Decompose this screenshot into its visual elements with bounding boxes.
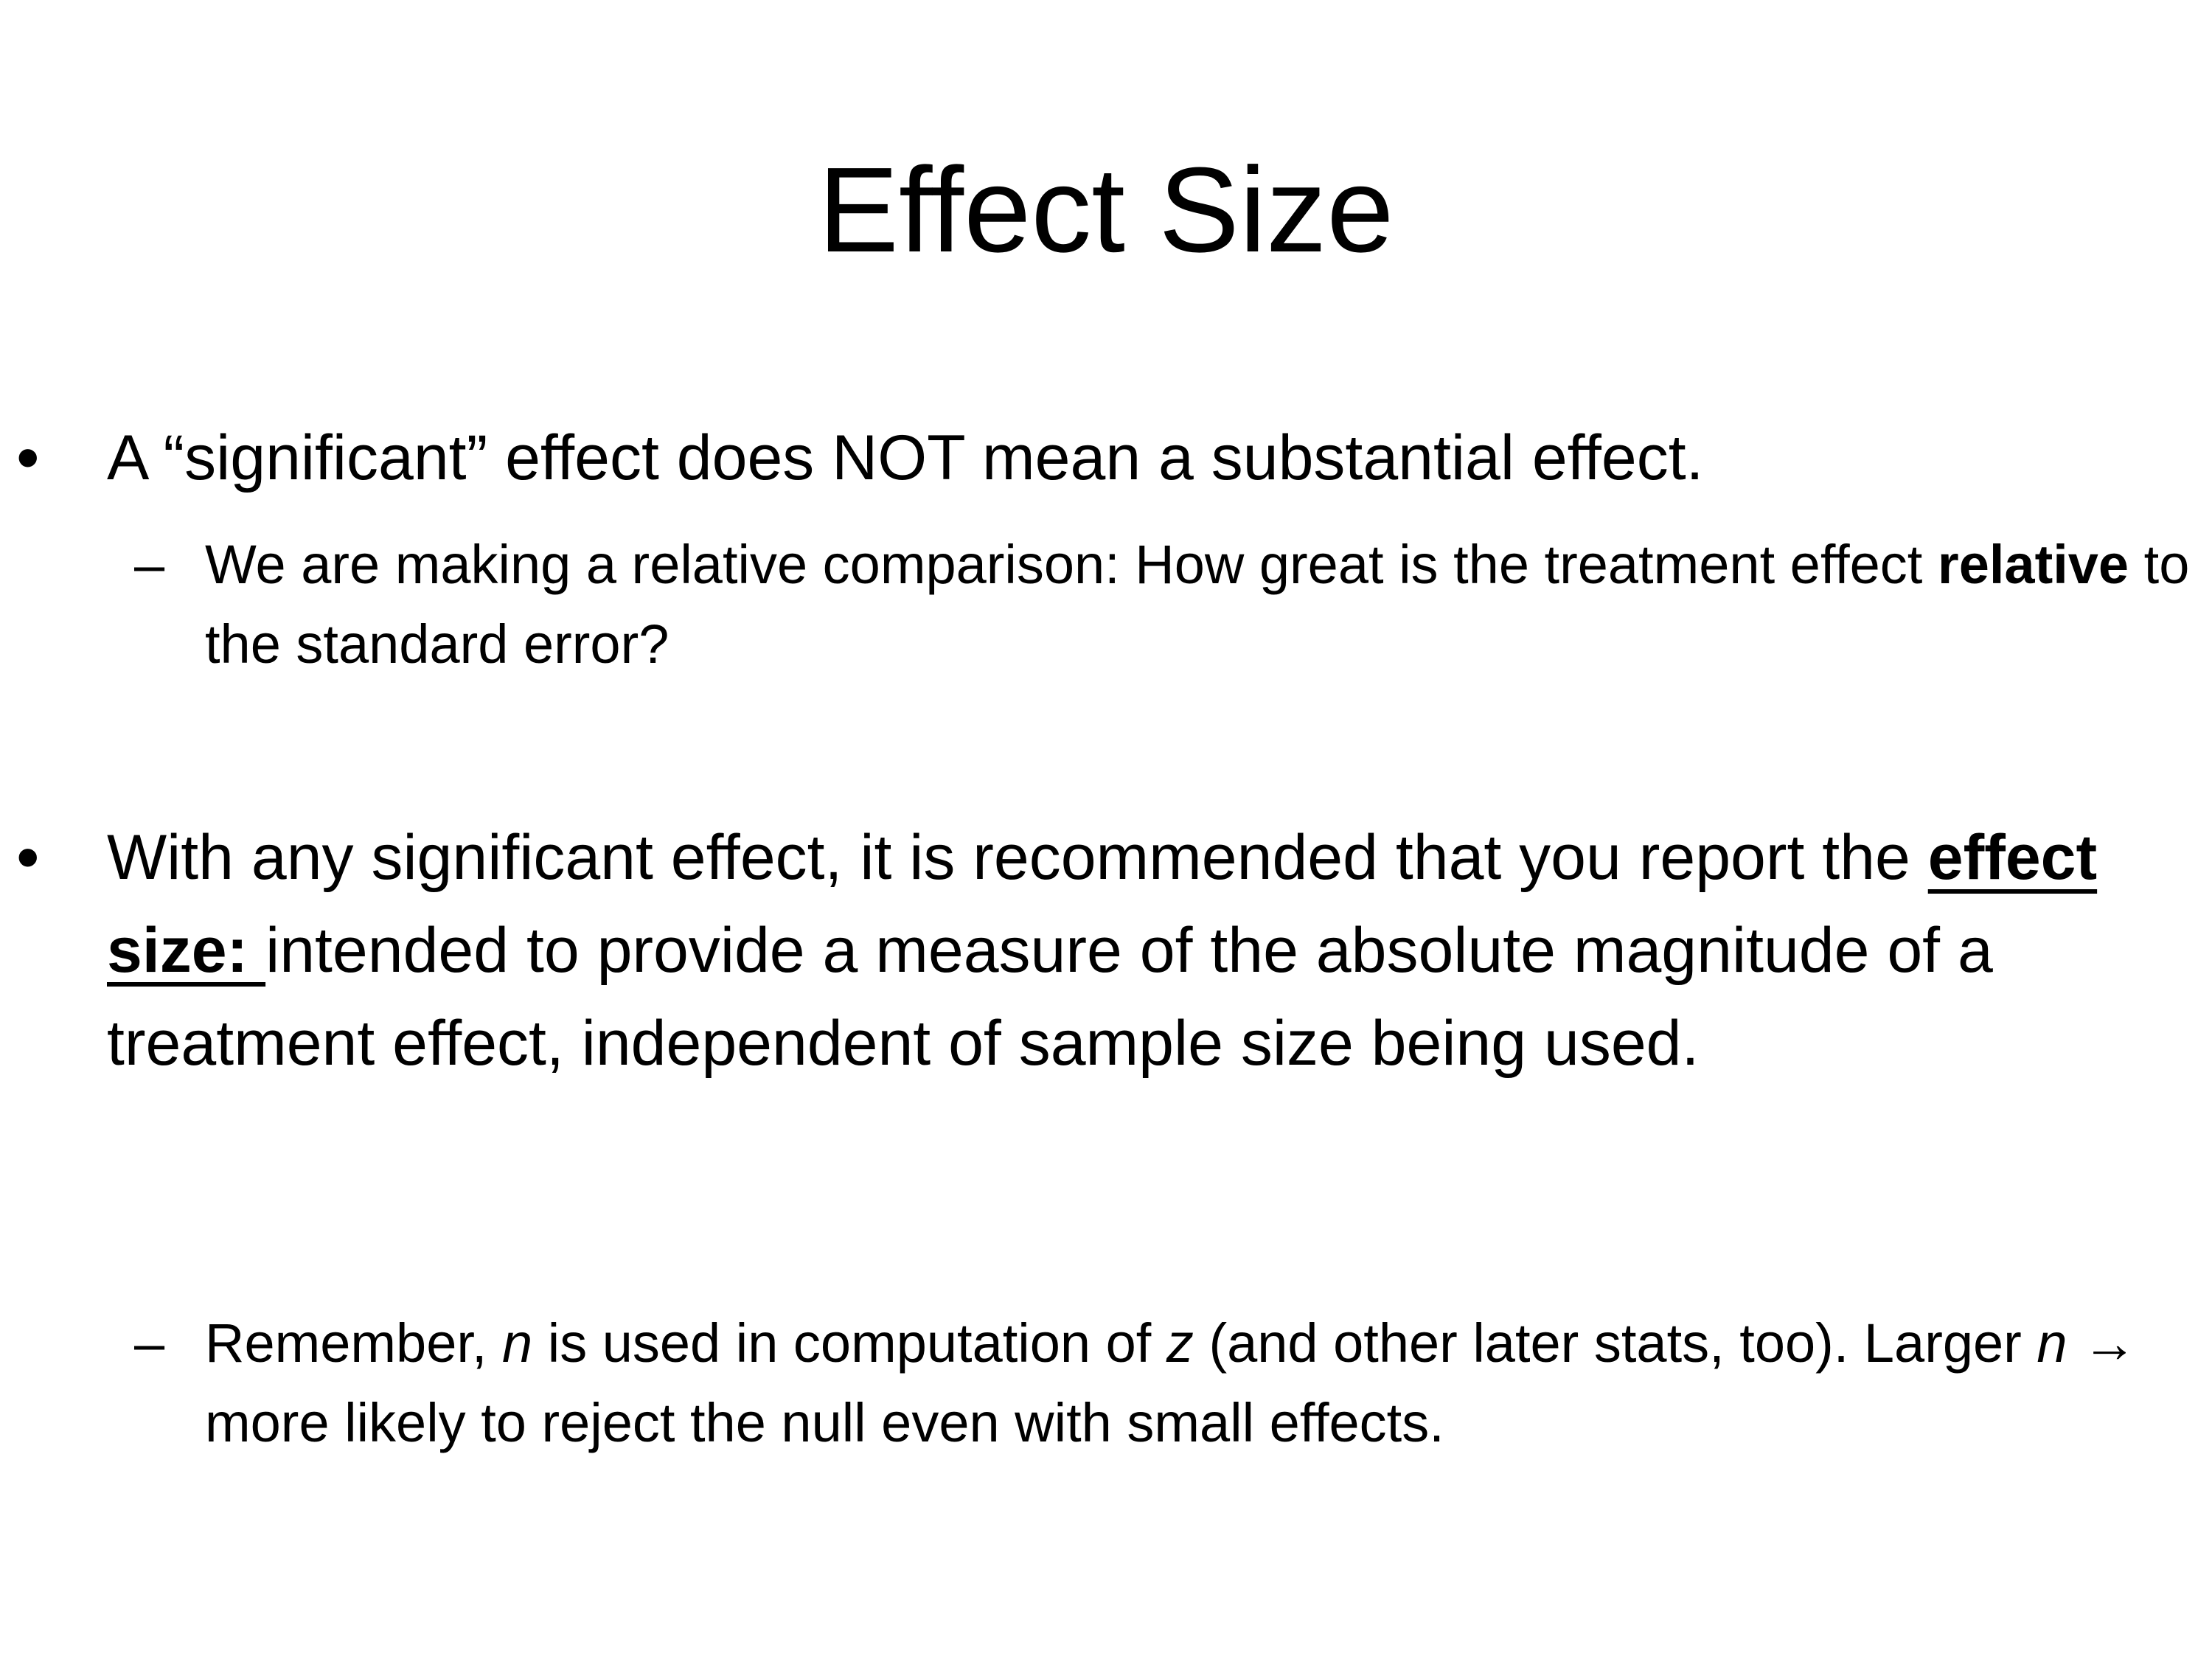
bullet-text: A “significant” effect does NOT mean a s… — [107, 411, 2201, 504]
italic-variable: n — [502, 1312, 533, 1374]
text-run: to the standard error? — [205, 534, 2190, 675]
slide-title: Effect Size — [818, 142, 1394, 277]
arrow-right-icon: → — [2067, 1312, 2138, 1374]
text-run: We are making a relative comparison: How… — [205, 534, 1938, 595]
text-run: more likely to reject the null even with… — [205, 1392, 1444, 1453]
underlined-term: effect size: — [107, 822, 2098, 986]
italic-variable: z — [1166, 1312, 1194, 1374]
bullet-text-run: A “significant” effect does NOT mean a s… — [107, 422, 1704, 493]
italic-variable: n — [2037, 1312, 2067, 1374]
text-run: is used in computation of — [532, 1312, 1166, 1374]
text-run: (and other later stats, too). Larger — [1193, 1312, 2037, 1374]
bold-term: relative — [1937, 534, 2129, 595]
bullet-text: With any significant effect, it is recom… — [107, 811, 2201, 1090]
sub-bullet-marker: – — [134, 1312, 165, 1374]
bullet-marker: • — [16, 421, 40, 495]
text-run: With any significant effect, it is recom… — [107, 822, 1928, 893]
sub-bullet-text: We are making a relative comparison: How… — [205, 525, 2196, 684]
sub-bullet-marker: – — [134, 534, 165, 595]
sub-bullet-text: Remember, n is used in computation of z … — [205, 1304, 2196, 1463]
text-run: intended to provide a measure of the abs… — [107, 915, 1993, 1079]
bullet-marker: • — [16, 821, 40, 894]
text-run: Remember, — [205, 1312, 503, 1374]
